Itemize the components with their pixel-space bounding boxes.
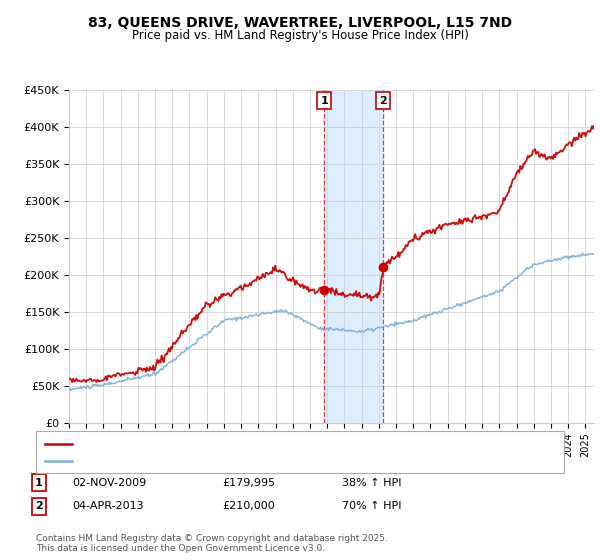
Text: 83, QUEENS DRIVE, WAVERTREE, LIVERPOOL, L15 7ND (semi-detached house): 83, QUEENS DRIVE, WAVERTREE, LIVERPOOL, … <box>77 439 484 449</box>
Text: 02-NOV-2009: 02-NOV-2009 <box>72 478 146 488</box>
Bar <box>324 90 383 423</box>
Text: 2: 2 <box>35 501 43 511</box>
Text: Price paid vs. HM Land Registry's House Price Index (HPI): Price paid vs. HM Land Registry's House … <box>131 29 469 42</box>
Text: 1: 1 <box>35 478 43 488</box>
Text: £210,000: £210,000 <box>222 501 275 511</box>
Text: 2: 2 <box>379 96 387 106</box>
Text: 1: 1 <box>320 96 328 106</box>
Text: Contains HM Land Registry data © Crown copyright and database right 2025.
This d: Contains HM Land Registry data © Crown c… <box>36 534 388 553</box>
Text: £179,995: £179,995 <box>222 478 275 488</box>
Text: 38% ↑ HPI: 38% ↑ HPI <box>342 478 401 488</box>
Text: 83, QUEENS DRIVE, WAVERTREE, LIVERPOOL, L15 7ND: 83, QUEENS DRIVE, WAVERTREE, LIVERPOOL, … <box>88 16 512 30</box>
Text: 70% ↑ HPI: 70% ↑ HPI <box>342 501 401 511</box>
Text: HPI: Average price, semi-detached house, Liverpool: HPI: Average price, semi-detached house,… <box>77 456 346 466</box>
Text: 04-APR-2013: 04-APR-2013 <box>72 501 143 511</box>
